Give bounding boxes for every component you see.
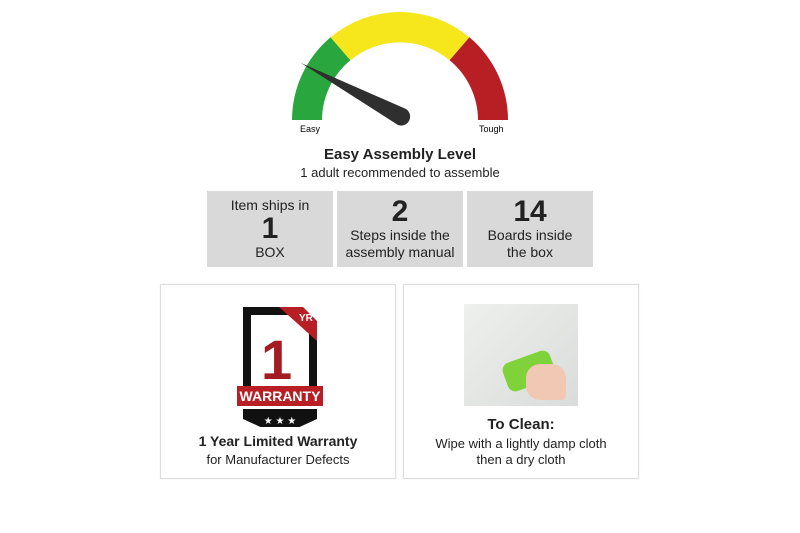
- gauge-min-label: Easy: [300, 124, 321, 134]
- stat-label: Boards inside the box: [487, 227, 573, 260]
- stat-value: 14: [513, 195, 547, 228]
- clean-title: To Clean:: [487, 416, 555, 433]
- stat-label: Steps inside the assembly manual: [345, 227, 455, 260]
- stat-box-count: Item ships in 1 BOX: [207, 191, 333, 267]
- cleaning-card: To Clean: Wipe with a lightly damp cloth…: [403, 284, 639, 479]
- warranty-card: YR 1 WARRANTY ★ ★ ★ 1 Year Limited Warra…: [160, 284, 396, 479]
- gauge-green-segment: [292, 37, 351, 120]
- stat-boards: 14 Boards inside the box: [467, 191, 593, 267]
- warranty-subtitle: for Manufacturer Defects: [206, 452, 350, 467]
- difficulty-gauge: Easy Tough: [292, 12, 508, 134]
- warranty-badge-icon: YR 1 WARRANTY ★ ★ ★: [237, 307, 323, 427]
- gauge-max-label: Tough: [479, 124, 504, 134]
- warranty-title: 1 Year Limited Warranty: [198, 433, 358, 449]
- clean-line-2: then a dry cloth: [476, 452, 566, 467]
- hand-image: [526, 364, 566, 400]
- svg-text:★ ★ ★: ★ ★ ★: [264, 416, 296, 427]
- svg-text:YR: YR: [299, 313, 314, 324]
- stat-label: BOX: [255, 244, 285, 260]
- stat-top-label: Item ships in: [230, 197, 310, 213]
- stat-value: 1: [261, 212, 279, 245]
- assembly-subtitle: 1 adult recommended to assemble: [300, 165, 500, 180]
- cleaning-photo: [464, 304, 578, 406]
- gauge-needle: [301, 63, 411, 126]
- stat-steps: 2 Steps inside the assembly manual: [337, 191, 463, 267]
- svg-text:WARRANTY: WARRANTY: [240, 388, 322, 404]
- clean-line-1: Wipe with a lightly damp cloth: [435, 436, 607, 451]
- assembly-title: Easy Assembly Level: [323, 146, 477, 163]
- gauge-red-segment: [449, 37, 508, 120]
- svg-text:1: 1: [261, 328, 292, 391]
- gauge-yellow-segment: [330, 12, 470, 61]
- stat-value: 2: [391, 195, 409, 228]
